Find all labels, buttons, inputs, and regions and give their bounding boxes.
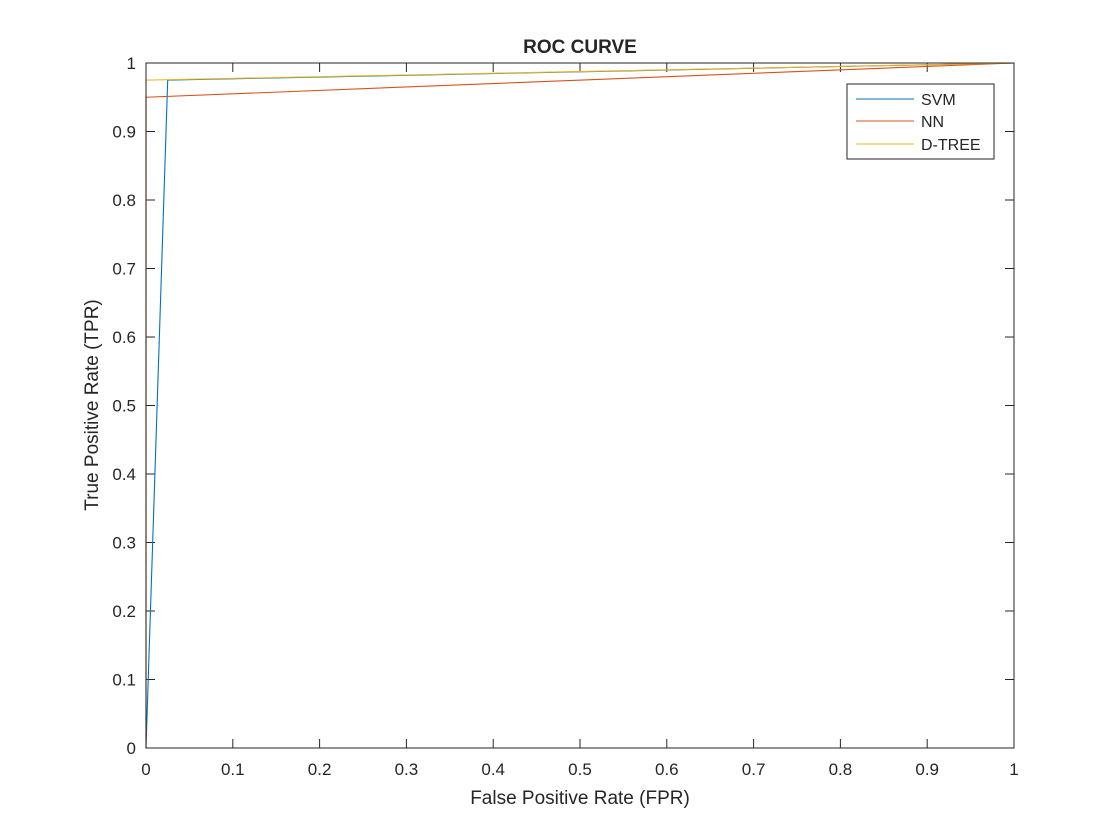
x-tick-label: 0.9 [915, 760, 939, 779]
x-tick-label: 0.3 [395, 760, 419, 779]
x-tick-label: 0.6 [655, 760, 679, 779]
y-tick-label: 0.6 [112, 328, 136, 347]
x-tick-label: 0.5 [568, 760, 592, 779]
y-tick-label: 1 [127, 54, 136, 73]
y-tick-label: 0.1 [112, 671, 136, 690]
chart-title: ROC CURVE [523, 37, 637, 58]
legend-label-svm: SVM [921, 92, 956, 109]
axes-box [145, 62, 1015, 749]
legend-label-d-tree: D-TREE [921, 137, 981, 154]
x-tick-label: 0.8 [829, 760, 853, 779]
x-tick-label: 0.2 [308, 760, 332, 779]
plot-area [146, 63, 1014, 748]
x-tick-labels: 0 0.1 0.2 0.3 0.4 0.5 0.6 0.7 0.8 0.9 1 [141, 760, 1018, 779]
y-tick-label: 0.8 [112, 191, 136, 210]
y-tick-label: 0.5 [112, 397, 136, 416]
legend-label-nn: NN [921, 114, 944, 131]
x-tick-label: 0.1 [221, 760, 245, 779]
x-tick-label: 0.7 [742, 760, 766, 779]
legend: SVM NN D-TREE [846, 83, 995, 160]
x-tick-label: 0 [141, 760, 150, 779]
y-tick-label: 0.4 [112, 465, 136, 484]
y-tick-label: 0.7 [112, 260, 136, 279]
x-axis-label: False Positive Rate (FPR) [470, 788, 690, 809]
y-tick-label: 0.2 [112, 602, 136, 621]
y-axis-label: True Positive Rate (TPR) [82, 299, 103, 511]
y-tick-label: 0.9 [112, 123, 136, 142]
x-tick-label: 1 [1009, 760, 1018, 779]
y-tick-label: 0 [127, 739, 136, 758]
x-tick-label: 0.4 [481, 760, 505, 779]
y-tick-labels: 0 0.1 0.2 0.3 0.4 0.5 0.6 0.7 0.8 0.9 1 [112, 54, 136, 758]
y-tick-label: 0.3 [112, 534, 136, 553]
